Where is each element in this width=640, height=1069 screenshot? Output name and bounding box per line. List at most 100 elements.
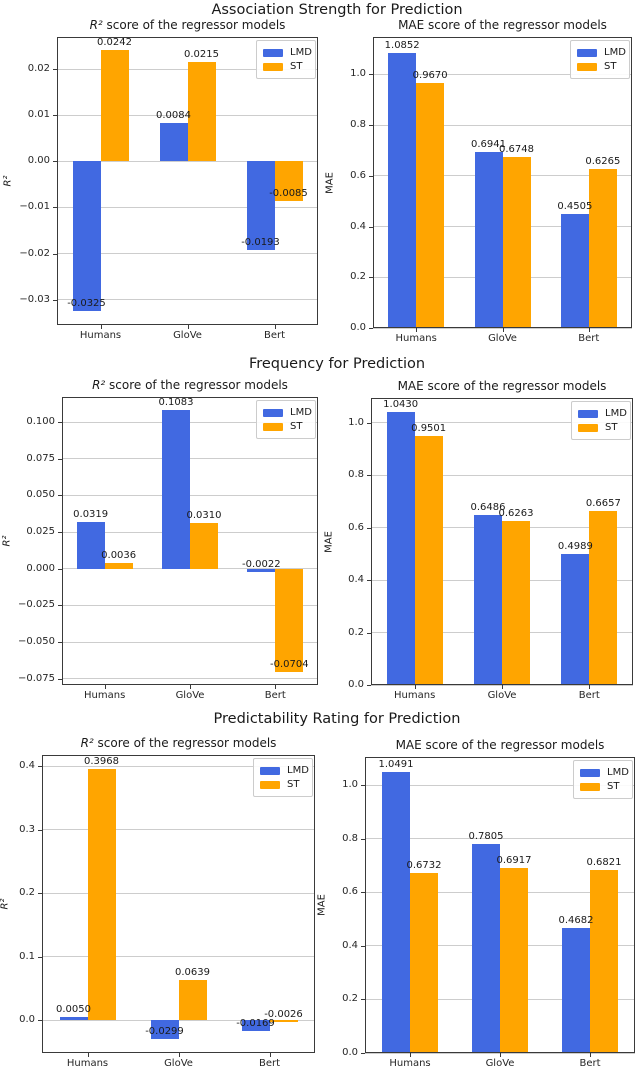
legend-label: ST [604,61,617,72]
x-tick-mark [187,325,189,329]
x-tick-mark [87,1053,89,1057]
y-tick-label: −0.075 [17,672,55,684]
y-tick-label: −0.050 [17,636,55,648]
bar-st-humans [416,82,445,328]
bar-value-label: 1.0430 [383,398,419,410]
y-tick-mark [53,161,57,163]
y-tick-label: 0.0 [19,1014,35,1026]
y-tick-mark [367,580,371,582]
gridline [62,421,318,423]
bar-value-label: -0.0325 [67,298,106,310]
x-tick-mark [502,685,503,689]
bar-value-label: 0.9670 [412,69,448,81]
x-tick-label: GloVe [164,1058,193,1069]
gridline [57,299,318,301]
x-tick-mark [590,1053,591,1057]
x-tick-mark [104,685,106,689]
x-tick-label: GloVe [487,690,517,701]
x-tick-label: GloVe [488,333,517,344]
gridline [57,160,318,162]
gridline [371,474,633,476]
bar-lmd-humans [59,1017,88,1021]
legend-label: ST [287,779,300,790]
y-tick-label: 0.00 [27,155,50,167]
bar-lmd-humans [76,522,105,569]
y-tick-mark [53,69,57,71]
gridline [42,829,315,831]
y-tick-mark [58,532,62,534]
bar-value-label: 0.4989 [557,541,593,553]
bar-value-label: 0.6941 [471,138,506,150]
bar-st-bert [274,161,303,201]
chart-title: MAE score of the regressor models [398,18,607,32]
y-tick-mark [53,207,57,209]
gridline [62,458,318,460]
bar-lmd-bert [560,213,589,328]
legend-label: ST [290,421,303,432]
legend: LMD ST [571,401,631,440]
bar-value-label: 0.7805 [468,830,504,842]
y-tick-label: 0.01 [27,109,50,121]
y-tick-label: 0.4 [19,760,35,772]
x-tick-label: Humans [389,1058,431,1069]
bar-value-label: 0.3968 [84,755,119,767]
chart-title: MAE score of the regressor models [397,379,607,393]
bar-value-label: -0.0085 [269,187,308,199]
y-tick-mark [369,226,373,228]
bar-st-bert [589,510,618,685]
bar-st-glove [502,156,531,328]
legend-item-lmd: LMD [260,764,309,777]
y-tick-mark [369,328,373,329]
y-tick-mark [58,678,62,680]
bar-value-label: 0.6263 [498,507,534,519]
y-tick-label: 0.2 [350,271,366,283]
x-tick-mark [500,1053,501,1057]
bar-value-label: 0.1083 [158,397,194,409]
x-tick-mark [502,328,504,332]
bar-st-humans [87,768,116,1021]
y-tick-mark [58,458,62,460]
legend-item-st: ST [578,421,624,434]
bar-lmd-humans [386,411,415,685]
chart-title: R² score of the regressor models [89,18,286,32]
bar-lmd-glove [150,1020,179,1040]
bar-value-label: 0.6917 [496,854,532,866]
section-suptitle-predictability: Predictability Rating for Prediction [213,711,461,727]
x-tick-mark [178,1053,180,1057]
legend-swatch-st [260,780,280,789]
x-tick-mark [589,685,591,689]
legend-item-lmd: LMD [263,406,312,419]
legend: LMD ST [573,760,633,799]
bar-st-bert [269,1020,298,1023]
y-tick-label: −0.01 [19,201,50,213]
y-tick-label: 0.4 [350,220,366,232]
y-tick-mark [38,956,42,958]
chart-title: R² score of the regressor models [92,378,288,392]
gridline [365,838,635,840]
legend-swatch-lmd [577,48,597,57]
y-tick-mark [53,115,57,117]
y-tick-label: 0.075 [26,452,55,464]
bar-lmd-glove [474,515,502,685]
bar-value-label: 0.6748 [499,143,534,155]
legend-label: ST [607,781,620,792]
legend-label: LMD [287,765,309,776]
x-tick-label: Humans [79,330,122,341]
bar-st-humans [414,435,443,685]
legend-swatch-lmd [580,768,600,777]
bar-value-label: 0.0242 [97,36,132,48]
y-tick-label: 0.1 [19,950,35,962]
bar-st-humans [410,872,438,1053]
bar-st-bert [590,870,618,1053]
y-tick-mark [369,175,373,177]
legend-item-st: ST [580,780,626,793]
gridline [371,422,633,424]
y-tick-label: 0.2 [348,626,364,638]
x-tick-label: Humans [66,1058,109,1069]
bar-lmd-glove [162,410,190,569]
bar-lmd-glove [159,122,188,162]
legend-swatch-lmd [260,766,280,775]
gridline [373,73,632,75]
y-tick-label: 0.4 [342,939,358,951]
x-tick-mark [100,325,102,329]
